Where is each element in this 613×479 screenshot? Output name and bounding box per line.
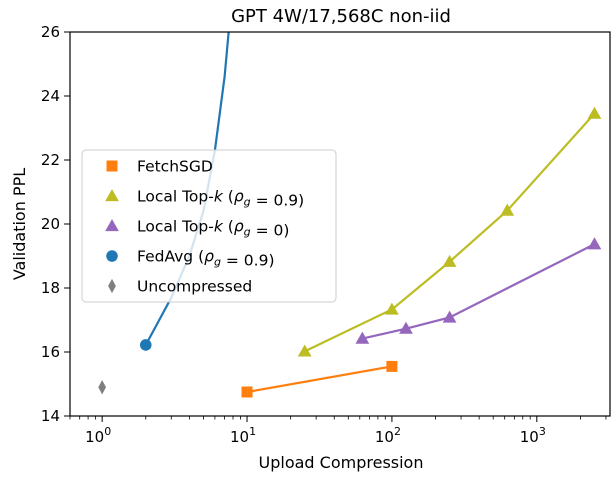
x-tick-label: 100	[85, 425, 111, 446]
data-point	[442, 254, 457, 267]
legend-entry: Uncompressed	[108, 278, 252, 296]
legend-label: Local Top-k (ρg = 0.9)	[137, 188, 304, 210]
x-axis-title: Upload Compression	[259, 453, 424, 472]
legend-label: Uncompressed	[137, 278, 252, 296]
y-tick-label: 20	[41, 215, 60, 233]
chart-title: GPT 4W/17,568C non-iid	[231, 6, 451, 27]
data-point	[139, 339, 152, 351]
data-point	[500, 203, 515, 216]
x-tick-label: 102	[375, 425, 401, 446]
series-uncompressed	[98, 380, 106, 395]
series-fetchsgd	[241, 360, 398, 398]
data-point	[241, 386, 253, 398]
y-tick-label: 14	[41, 407, 60, 425]
x-tick-label: 101	[230, 425, 256, 446]
y-tick-label: 22	[41, 151, 60, 169]
legend-marker	[106, 250, 118, 262]
legend-entry: FedAvg (ρg = 0.9)	[106, 248, 275, 270]
legend-box	[81, 149, 337, 303]
legend-marker	[105, 189, 119, 202]
y-tick-label: 16	[41, 343, 60, 361]
y-tick-label: 26	[41, 23, 60, 41]
data-point	[386, 360, 398, 372]
legend: FetchSGD Local Top-k (ρg = 0.9) Local Top-…	[81, 149, 337, 303]
data-point	[385, 302, 399, 315]
series-line	[246, 365, 393, 394]
series-line	[362, 243, 595, 340]
data-point	[297, 344, 312, 357]
legend-label: FedAvg (ρg = 0.9)	[137, 248, 275, 270]
legend-entry: FetchSGD	[106, 158, 213, 176]
legend-marker	[108, 278, 116, 294]
series-local-top-k-g-0-9	[297, 106, 602, 357]
axis-ticks: 14 16 18 20 22 24 26 100 101 102 103	[41, 23, 607, 446]
data-point	[587, 106, 602, 119]
series-local-top-k-g-0	[355, 237, 602, 344]
legend-label: FetchSGD	[137, 158, 213, 176]
y-tick-label: 24	[41, 87, 60, 105]
data-point	[399, 321, 413, 334]
data-point	[442, 310, 457, 323]
plot-frame	[69, 31, 611, 417]
legend-entry: Local Top-k (ρg = 0)	[105, 218, 289, 240]
legend-entry: Local Top-k (ρg = 0.9)	[105, 188, 304, 210]
legend-marker	[105, 219, 119, 232]
x-tick-label: 103	[520, 425, 546, 446]
data-point	[355, 331, 370, 344]
legend-label: Local Top-k (ρg = 0)	[137, 218, 289, 240]
legend-marker	[106, 160, 118, 172]
y-tick-label: 18	[41, 279, 60, 297]
y-axis-title: Validation PPL	[10, 168, 29, 280]
data-point	[587, 237, 602, 250]
data-point	[98, 380, 106, 395]
